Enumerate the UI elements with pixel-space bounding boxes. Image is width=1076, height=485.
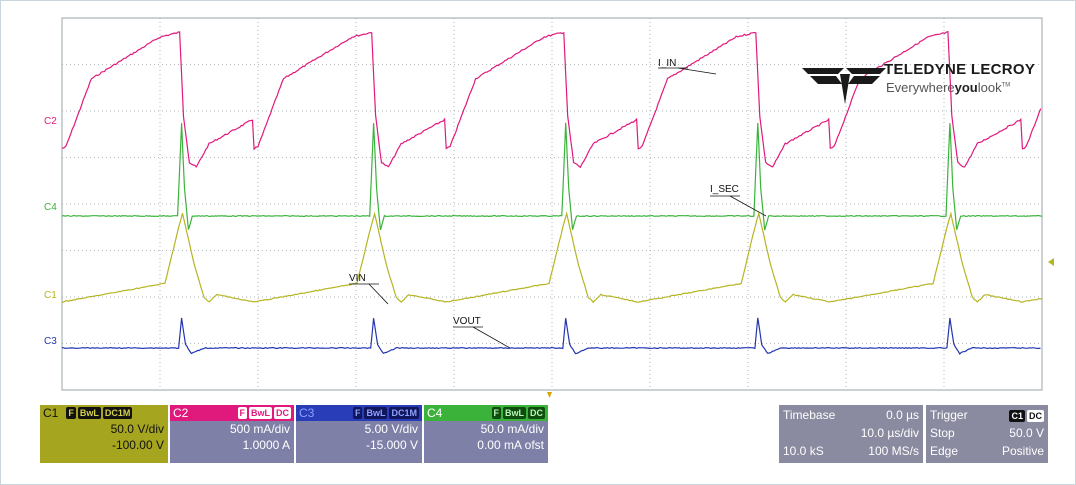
channel-label-c2: C2 xyxy=(44,116,57,127)
series-i-in xyxy=(61,30,1042,169)
c3-header: C3 F BwL DC1M xyxy=(296,405,422,421)
timebase-delay: 0.0 µs xyxy=(886,408,919,422)
channel-label-c1: C1 xyxy=(44,290,57,301)
c3-offset: -15.000 V xyxy=(365,438,418,452)
c4-scale: 50.0 mA/div xyxy=(480,422,544,436)
trigger-time-marker-icon xyxy=(547,392,552,398)
series-vin xyxy=(61,211,1043,304)
brand-tagline: EverywhereyoulookTM xyxy=(886,80,1011,95)
annotation-vout-leader xyxy=(472,326,511,349)
annotation-i-sec-leader xyxy=(729,195,767,217)
timebase-per-div: 10.0 µs/div xyxy=(860,426,919,440)
annotation-vin-leader xyxy=(368,283,389,305)
channel-panel-c2[interactable]: C2 F BwL DC 500 mA/div 1.0000 A xyxy=(170,405,294,463)
c2-scale: 500 mA/div xyxy=(229,422,290,436)
timebase-label: Timebase xyxy=(783,408,836,422)
channel-panel-c3[interactable]: C3 F BwL DC1M 5.00 V/div -15.000 V xyxy=(296,405,422,463)
annotation-i-in-leader xyxy=(677,67,717,75)
c1-offset: -100.00 V xyxy=(111,438,164,452)
logo-mark-icon xyxy=(802,68,886,104)
timebase-rate: 100 MS/s xyxy=(868,444,919,458)
trigger-panel[interactable]: Trigger C1 DC Stop 50.0 V Edge Positive xyxy=(926,405,1048,463)
series-i-sec xyxy=(61,122,1043,231)
trigger-slope: Positive xyxy=(1001,444,1044,458)
annotation-i-in: I_IN xyxy=(658,58,676,69)
channel-label-c4: C4 xyxy=(44,202,57,213)
trigger-mode: Stop xyxy=(930,426,955,440)
annotation-vin: VIN xyxy=(349,273,366,284)
c1-scale: 50.0 V/div xyxy=(110,422,164,436)
c2-header: C2 F BwL DC xyxy=(170,405,294,421)
annotation-i-sec: I_SEC xyxy=(710,184,739,195)
series-vout xyxy=(61,317,1041,355)
brand-name: TELEDYNE LECROY xyxy=(884,61,1036,78)
trigger-label: Trigger xyxy=(930,408,968,422)
trigger-source: C1 xyxy=(1009,410,1025,422)
c3-scale: 5.00 V/div xyxy=(364,422,418,436)
channel-label-c3: C3 xyxy=(44,336,57,347)
c2-offset: 1.0000 A xyxy=(242,438,290,452)
timebase-panel[interactable]: Timebase 0.0 µs 10.0 µs/div 10.0 kS 100 MS… xyxy=(779,405,923,463)
trigger-coupling: DC xyxy=(1027,410,1044,422)
trigger-level-marker-icon xyxy=(1048,258,1054,266)
annotation-vout: VOUT xyxy=(453,316,481,327)
timebase-samples: 10.0 kS xyxy=(783,444,824,458)
teledyne-lecroy-logo: TELEDYNE LECROY EverywhereyoulookTM xyxy=(800,60,1040,105)
channel-panel-c4[interactable]: C4 F BwL DC 50.0 mA/div 0.00 mA ofst xyxy=(424,405,548,463)
c4-header: C4 F BwL DC xyxy=(424,405,548,421)
c1-header: C1 F BwL DC1M xyxy=(43,406,133,420)
channel-panel-c1[interactable]: C1 F BwL DC1M 50.0 V/div -100.00 V xyxy=(40,405,168,463)
trigger-level: 50.0 V xyxy=(1009,426,1044,440)
trigger-type: Edge xyxy=(930,444,959,458)
c4-offset: 0.00 mA ofst xyxy=(477,438,544,452)
